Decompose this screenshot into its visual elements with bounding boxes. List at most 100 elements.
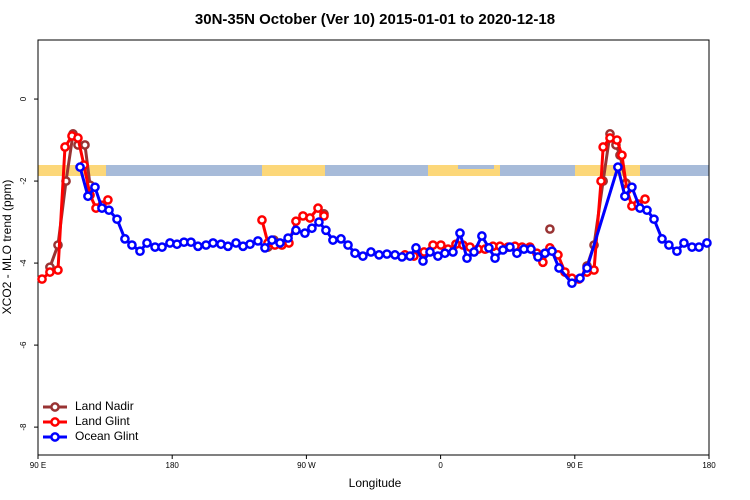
series-point <box>142 238 152 248</box>
series-point <box>135 246 145 257</box>
series-point <box>418 256 428 266</box>
series-point <box>223 241 233 252</box>
series-point <box>186 237 196 248</box>
x-tick-label: 90 E <box>567 461 583 470</box>
series-point <box>672 246 682 257</box>
series-point <box>112 214 122 225</box>
series-point <box>300 228 310 238</box>
legend-marker <box>50 432 60 442</box>
y-tick-label: 0 <box>19 96 28 101</box>
series-point <box>397 252 407 262</box>
series-point <box>313 203 323 213</box>
series-point <box>469 247 479 257</box>
series-point <box>477 231 487 241</box>
series-point <box>103 195 113 205</box>
series-point <box>45 267 55 277</box>
series-point <box>440 248 450 259</box>
series-point <box>73 133 83 143</box>
series-point <box>533 252 543 262</box>
x-tick-label: 90 E <box>30 461 46 470</box>
ocean-band <box>38 165 709 176</box>
x-tick-label: 0 <box>438 461 443 470</box>
series-point <box>567 278 577 289</box>
series-point <box>657 234 667 244</box>
series-point <box>702 238 712 248</box>
series-point <box>53 265 63 275</box>
series-point <box>596 176 606 186</box>
series-point <box>405 251 415 261</box>
series-point <box>554 263 564 273</box>
series-point <box>490 253 500 264</box>
y-tick-label: -8 <box>19 423 28 431</box>
series-point <box>104 205 114 216</box>
series-point <box>649 214 659 225</box>
series-point <box>120 234 130 244</box>
ocean-band <box>458 165 494 169</box>
series-point <box>484 243 494 253</box>
series-point <box>545 224 555 234</box>
series-point <box>642 205 652 216</box>
land-band <box>262 165 325 176</box>
series-point <box>260 243 270 253</box>
series-point <box>575 273 585 284</box>
series-point <box>620 191 630 202</box>
series-point <box>664 240 674 250</box>
series-point <box>455 228 465 238</box>
y-tick-label: -2 <box>19 177 28 185</box>
series-point <box>75 162 85 172</box>
series-point <box>275 238 285 248</box>
series-point <box>436 240 446 250</box>
legend-label: Land Glint <box>75 414 130 428</box>
land-band <box>428 165 500 176</box>
legend-marker <box>50 402 60 412</box>
series-point <box>694 242 704 252</box>
series-point <box>321 225 331 236</box>
series-point <box>80 140 90 150</box>
series-point <box>267 235 277 245</box>
series-point <box>425 247 435 257</box>
chart-title: 30N-35N October (Ver 10) 2015-01-01 to 2… <box>195 11 555 28</box>
x-tick-label: 180 <box>166 461 180 470</box>
series-point <box>343 240 353 250</box>
x-tick-label: 180 <box>702 461 716 470</box>
series-point <box>582 263 592 273</box>
series-point <box>505 242 515 252</box>
y-axis-label: XCO2 - MLO trend (ppm) <box>0 180 14 315</box>
x-tick-label: 90 W <box>297 461 316 470</box>
plot-frame <box>37 39 710 456</box>
land-ocean-band <box>38 165 709 176</box>
series-point <box>208 238 218 248</box>
series-point <box>411 243 421 253</box>
series-point <box>253 236 263 246</box>
series-point <box>679 238 689 248</box>
series-point <box>462 253 472 264</box>
series-point <box>314 217 324 227</box>
series-point <box>358 251 368 261</box>
series-point <box>350 248 360 259</box>
series-point <box>617 150 627 161</box>
series-point <box>193 241 203 252</box>
series-point <box>83 191 93 202</box>
series-point <box>448 247 458 257</box>
series-point <box>640 194 650 204</box>
series-point <box>613 162 623 172</box>
legend-marker <box>50 417 60 427</box>
series-point <box>283 233 293 243</box>
series-point <box>157 242 167 252</box>
land-band <box>38 165 106 176</box>
series-point <box>512 248 522 259</box>
series-point <box>305 213 315 223</box>
series-point <box>60 142 70 152</box>
series-point <box>598 142 608 152</box>
legend-label: Ocean Glint <box>75 429 139 443</box>
y-tick-label: -6 <box>19 341 28 349</box>
series-point <box>374 250 384 260</box>
series-point <box>37 274 47 284</box>
series-point <box>257 215 267 225</box>
land-band <box>575 165 640 176</box>
series-point <box>612 135 622 145</box>
series-point <box>366 247 376 257</box>
x-axis-label: Longitude <box>349 476 402 490</box>
series-point <box>328 235 338 245</box>
